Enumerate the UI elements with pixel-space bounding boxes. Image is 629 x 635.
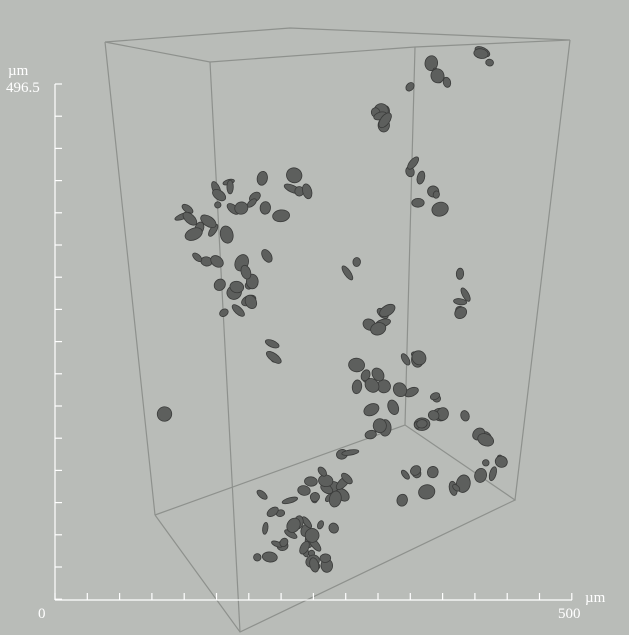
x-max-label: 500 <box>558 606 581 622</box>
y-max-label: 496.5 <box>6 80 40 96</box>
particle <box>353 257 361 267</box>
particle <box>456 268 464 280</box>
render-view: µm 496.5 0 500 µm <box>0 0 629 635</box>
x-min-label: 0 <box>38 606 46 622</box>
particle <box>412 198 425 207</box>
particle <box>482 459 489 466</box>
x-unit: µm <box>585 590 606 606</box>
y-unit: µm <box>8 63 29 79</box>
particle <box>227 180 233 194</box>
